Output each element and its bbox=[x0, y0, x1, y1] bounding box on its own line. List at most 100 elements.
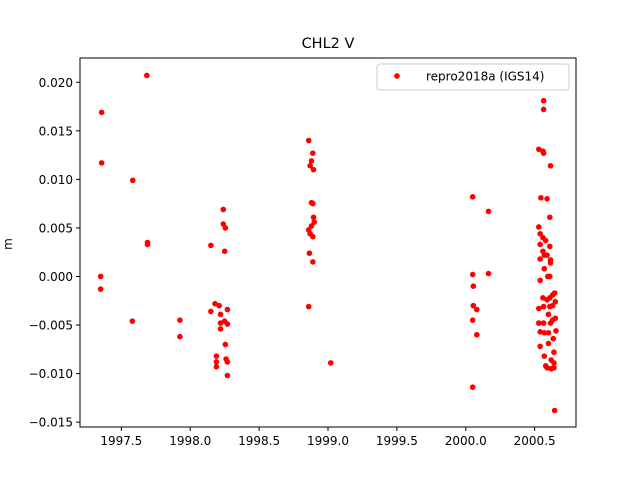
data-point bbox=[547, 273, 553, 280]
x-tick-label: 1999.0 bbox=[307, 434, 349, 448]
data-point bbox=[485, 208, 492, 215]
data-point bbox=[217, 311, 224, 318]
data-point bbox=[216, 302, 222, 309]
data-point bbox=[551, 364, 557, 371]
legend-box bbox=[376, 63, 570, 91]
data-point bbox=[551, 290, 558, 296]
data-point bbox=[220, 206, 227, 213]
legend-label: repro2018a (IGS14) bbox=[426, 70, 544, 84]
data-point bbox=[545, 311, 552, 318]
data-point bbox=[544, 196, 550, 202]
data-point bbox=[537, 256, 543, 262]
legend-marker bbox=[394, 73, 400, 79]
y-tick-label: 0.005 bbox=[39, 221, 73, 235]
data-point bbox=[97, 273, 104, 280]
data-point bbox=[551, 360, 557, 366]
data-point bbox=[144, 72, 150, 79]
data-point bbox=[129, 318, 136, 324]
data-point bbox=[327, 360, 334, 366]
data-point bbox=[536, 305, 542, 312]
data-point bbox=[221, 248, 228, 255]
data-point bbox=[540, 303, 547, 310]
data-point bbox=[129, 177, 136, 184]
data-point bbox=[308, 158, 315, 164]
data-point bbox=[540, 150, 547, 156]
x-tick-label: 1997.5 bbox=[100, 434, 142, 448]
data-point bbox=[541, 353, 548, 359]
data-point bbox=[474, 331, 480, 338]
data-point bbox=[537, 230, 543, 237]
y-axis-label: m bbox=[1, 238, 15, 250]
data-point bbox=[547, 243, 553, 250]
data-point bbox=[545, 330, 552, 336]
data-point bbox=[208, 242, 214, 249]
data-point bbox=[307, 162, 313, 169]
data-point bbox=[308, 223, 315, 229]
data-point bbox=[537, 241, 543, 248]
data-point bbox=[469, 271, 476, 278]
data-point bbox=[542, 237, 549, 244]
data-point bbox=[305, 137, 312, 144]
data-point bbox=[98, 109, 105, 116]
y-tick-label: 0.010 bbox=[39, 173, 73, 187]
data-point bbox=[537, 343, 543, 350]
legend: repro2018a (IGS14) bbox=[376, 63, 570, 91]
data-point bbox=[208, 308, 214, 315]
y-tick-label: −0.010 bbox=[29, 367, 73, 381]
data-point bbox=[310, 200, 316, 207]
data-point bbox=[222, 225, 229, 231]
data-point bbox=[310, 150, 316, 156]
data-point bbox=[541, 330, 548, 336]
data-point bbox=[551, 349, 557, 356]
data-point bbox=[470, 302, 477, 309]
x-tick-label: 2000.5 bbox=[514, 434, 556, 448]
data-point bbox=[310, 259, 316, 265]
data-point bbox=[551, 407, 558, 414]
data-point bbox=[469, 317, 476, 323]
data-point bbox=[547, 162, 554, 169]
data-point bbox=[470, 283, 477, 289]
plot-frame bbox=[79, 57, 577, 428]
x-tick-label: 2000.0 bbox=[445, 434, 487, 448]
data-point bbox=[547, 214, 553, 221]
data-point bbox=[177, 333, 183, 340]
data-point bbox=[305, 303, 312, 310]
data-point bbox=[310, 233, 316, 240]
data-point bbox=[213, 363, 220, 370]
data-point bbox=[541, 265, 548, 272]
data-point bbox=[97, 286, 104, 292]
data-point bbox=[224, 306, 231, 313]
data-point bbox=[310, 214, 317, 221]
data-point bbox=[311, 219, 318, 225]
data-point bbox=[213, 359, 220, 365]
data-point bbox=[217, 326, 224, 332]
data-point bbox=[552, 298, 559, 305]
y-tick-label: 0.020 bbox=[39, 76, 73, 90]
data-point bbox=[540, 97, 547, 104]
data-point bbox=[553, 328, 559, 334]
y-tick-label: 0.015 bbox=[39, 124, 73, 138]
data-point bbox=[469, 384, 476, 390]
data-point bbox=[224, 321, 231, 327]
x-tick-label: 1999.5 bbox=[376, 434, 418, 448]
data-point bbox=[177, 317, 183, 323]
data-point bbox=[538, 195, 544, 201]
y-tick-label: 0.000 bbox=[39, 270, 73, 284]
y-tick-label: −0.005 bbox=[29, 319, 73, 333]
data-point bbox=[537, 277, 543, 284]
data-point bbox=[549, 302, 556, 309]
x-tick-label: 1998.5 bbox=[238, 434, 280, 448]
data-point bbox=[540, 320, 547, 326]
data-point bbox=[550, 335, 557, 342]
x-tick-label: 1998.0 bbox=[169, 434, 211, 448]
data-point bbox=[98, 160, 105, 166]
data-point bbox=[540, 106, 547, 113]
data-point bbox=[544, 252, 550, 258]
data-point bbox=[310, 166, 317, 173]
plot-area: 1997.5 1998.0 1998.5 1999.0 1999.5 2000.0 2000… bbox=[29, 72, 559, 448]
data-point bbox=[545, 340, 552, 347]
data-point bbox=[536, 224, 542, 230]
data-point bbox=[536, 320, 542, 326]
data-point bbox=[213, 353, 220, 359]
